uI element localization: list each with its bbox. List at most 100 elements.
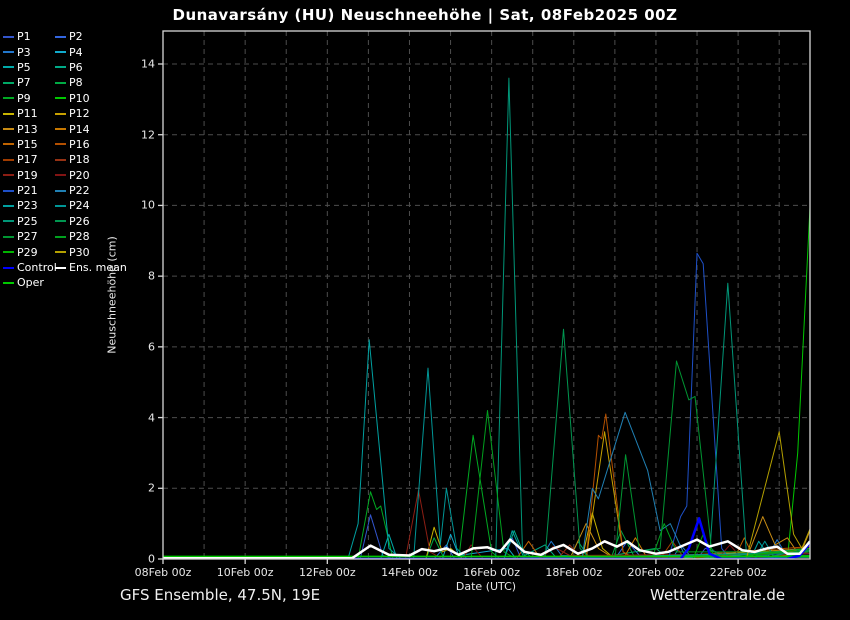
legend-item-p9: P9	[3, 91, 55, 106]
legend-item-p16: P16	[55, 137, 145, 152]
legend-item-p28: P28	[55, 229, 145, 244]
legend-label: P29	[17, 245, 38, 259]
x-axis-label: Date (UTC)	[455, 580, 517, 593]
legend-line-swatch	[55, 266, 66, 269]
series-p3	[163, 539, 810, 559]
legend-item-p10: P10	[55, 91, 145, 106]
legend-label: P21	[17, 184, 38, 198]
legend-line-swatch	[3, 51, 14, 54]
legend-label: P17	[17, 153, 38, 167]
series-p12	[163, 431, 810, 559]
legend-label: P22	[69, 184, 90, 198]
series-p13	[163, 516, 810, 559]
legend-label: P5	[17, 60, 31, 74]
legend-item-ens-mean: Ens. mean	[55, 260, 145, 275]
legend-label: P2	[69, 30, 83, 44]
legend-label: P24	[69, 199, 90, 213]
series-p19	[163, 489, 810, 559]
x-tick-12feb-00z: 12Feb 00z	[298, 566, 356, 579]
legend-label: Ens. mean	[69, 261, 127, 275]
legend-item-p29: P29	[3, 244, 55, 259]
legend-item-p4: P4	[55, 44, 145, 59]
series-p11	[163, 512, 810, 559]
legend-line-swatch	[3, 158, 14, 161]
series-p16	[163, 413, 810, 559]
legend-item-p18: P18	[55, 152, 145, 167]
x-tick-18feb-00z: 18Feb 00z	[545, 566, 603, 579]
x-tick-14feb-00z: 14Feb 00z	[381, 566, 438, 579]
legend-line-swatch	[55, 51, 66, 54]
legend-label: P20	[69, 168, 90, 182]
legend-line-swatch	[55, 66, 66, 69]
legend-item-p2: P2	[55, 29, 145, 44]
legend-line-swatch	[3, 97, 14, 100]
x-tick-08feb-00z: 08Feb 00z	[134, 566, 192, 579]
series-p28	[163, 410, 810, 559]
series-p30	[163, 431, 810, 559]
legend-label: P15	[17, 137, 38, 151]
legend-line-swatch	[3, 143, 14, 146]
y-tick-2: 2	[148, 481, 155, 495]
legend-label: P4	[69, 45, 83, 59]
legend-item-p26: P26	[55, 214, 145, 229]
legend-line-swatch	[55, 174, 66, 177]
legend-line-swatch	[55, 204, 66, 207]
legend-label: P1	[17, 30, 31, 44]
legend-label: P13	[17, 122, 38, 136]
legend-item-p15: P15	[3, 137, 55, 152]
series-control	[163, 517, 810, 559]
series-p23	[163, 339, 810, 559]
legend-label: P26	[69, 214, 90, 228]
legend-item-p5: P5	[3, 60, 55, 75]
x-tick-16feb-00z: 16Feb 00z	[463, 566, 520, 579]
legend-item-p12: P12	[55, 106, 145, 121]
legend-item-p23: P23	[3, 198, 55, 213]
legend-line-swatch	[55, 235, 66, 238]
legend-label: P19	[17, 168, 38, 182]
legend-line-swatch	[55, 81, 66, 84]
legend-item-p22: P22	[55, 183, 145, 198]
legend-label: P9	[17, 91, 31, 105]
legend-line-swatch	[3, 112, 14, 115]
legend-label: P23	[17, 199, 38, 213]
legend-label: P3	[17, 45, 31, 59]
legend-label: P18	[69, 153, 90, 167]
legend-item-p11: P11	[3, 106, 55, 121]
legend-line-swatch	[55, 158, 66, 161]
legend-item-p20: P20	[55, 168, 145, 183]
legend-line-swatch	[55, 251, 66, 254]
y-tick-6: 6	[148, 340, 155, 354]
legend-item-p14: P14	[55, 121, 145, 136]
series-p27	[163, 360, 810, 559]
legend-line-swatch	[55, 97, 66, 100]
legend-label: P28	[69, 230, 90, 244]
legend-label: P6	[69, 60, 83, 74]
y-tick-0: 0	[148, 552, 155, 566]
x-tick-20feb-00z: 20Feb 00z	[627, 566, 685, 579]
legend-label: P8	[69, 76, 83, 90]
y-tick-8: 8	[148, 269, 155, 283]
legend-line-swatch	[55, 189, 66, 192]
legend-item-oper: Oper	[3, 275, 55, 290]
legend-item-p25: P25	[3, 214, 55, 229]
legend-item-p7: P7	[3, 75, 55, 90]
legend-line-swatch	[55, 128, 66, 131]
y-tick-12: 12	[141, 128, 155, 142]
series-ens-mean	[163, 538, 810, 559]
legend-label: P14	[69, 122, 90, 136]
series-p6	[163, 530, 810, 559]
x-tick-10feb-00z: 10Feb 00z	[216, 566, 274, 579]
site-credit: Wetterzentrale.de	[650, 586, 786, 604]
model-caption: GFS Ensemble, 47.5N, 19E	[120, 586, 321, 604]
legend-label: P12	[69, 107, 90, 121]
series-p26	[163, 328, 810, 559]
legend-line-swatch	[55, 112, 66, 115]
legend-line-swatch	[3, 128, 14, 131]
legend-item-p13: P13	[3, 121, 55, 136]
series-lines	[163, 77, 810, 559]
legend-line-swatch	[3, 235, 14, 238]
legend-line-swatch	[3, 281, 14, 284]
legend-line-swatch	[3, 66, 14, 69]
legend-label: P30	[69, 245, 90, 259]
